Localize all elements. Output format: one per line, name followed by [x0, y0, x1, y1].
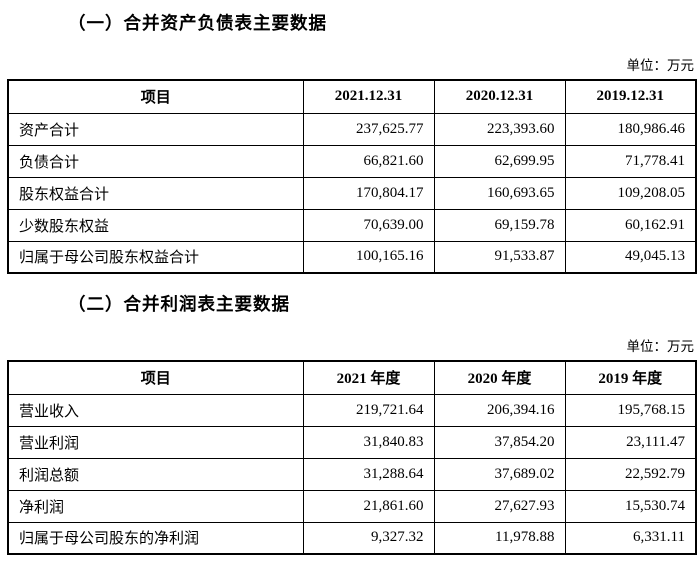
cell-value: 195,768.15 [564, 393, 697, 427]
column-header-2021: 2021 年度 [302, 360, 435, 395]
column-header-2021: 2021.12.31 [302, 79, 435, 114]
unit-label-balance-sheet: 单位：万元 [626, 58, 695, 73]
table-header-row: 项目 2021 年度 2020 年度 2019 年度 [7, 360, 697, 395]
column-header-item: 项目 [7, 360, 304, 395]
cell-value: 219,721.64 [302, 393, 435, 427]
cell-value: 31,288.64 [302, 457, 435, 491]
row-label: 营业利润 [7, 425, 304, 459]
cell-value: 23,111.47 [564, 425, 697, 459]
row-label: 归属于母公司股东权益合计 [7, 240, 304, 274]
cell-value: 180,986.46 [564, 112, 697, 146]
section-title-income-statement: （二）合并利润表主要数据 [68, 294, 290, 314]
cell-value: 22,592.79 [564, 457, 697, 491]
table-row-operating-revenue: 营业收入 219,721.64 206,394.16 195,768.15 [7, 393, 697, 427]
cell-value: 27,627.93 [433, 489, 566, 523]
table-row-net-profit: 净利润 21,861.60 27,627.93 15,530.74 [7, 489, 697, 523]
table-row-total-equity: 股东权益合计 170,804.17 160,693.65 109,208.05 [7, 176, 697, 210]
table-row-parent-net-profit: 归属于母公司股东的净利润 9,327.32 11,978.88 6,331.11 [7, 521, 697, 555]
column-header-2020: 2020 年度 [433, 360, 566, 395]
cell-value: 206,394.16 [433, 393, 566, 427]
cell-value: 91,533.87 [433, 240, 566, 274]
row-label: 资产合计 [7, 112, 304, 146]
row-label: 少数股东权益 [7, 208, 304, 242]
table-row-minority-interest: 少数股东权益 70,639.00 69,159.78 60,162.91 [7, 208, 697, 242]
table-row-parent-equity: 归属于母公司股东权益合计 100,165.16 91,533.87 49,045… [7, 240, 697, 274]
row-label: 归属于母公司股东的净利润 [7, 521, 304, 555]
column-header-2019: 2019 年度 [564, 360, 697, 395]
cell-value: 6,331.11 [564, 521, 697, 555]
row-label: 净利润 [7, 489, 304, 523]
cell-value: 71,778.41 [564, 144, 697, 178]
cell-value: 66,821.60 [302, 144, 435, 178]
column-header-2020: 2020.12.31 [433, 79, 566, 114]
table-row-total-profit: 利润总额 31,288.64 37,689.02 22,592.79 [7, 457, 697, 491]
cell-value: 223,393.60 [433, 112, 566, 146]
row-label: 利润总额 [7, 457, 304, 491]
cell-value: 160,693.65 [433, 176, 566, 210]
cell-value: 15,530.74 [564, 489, 697, 523]
cell-value: 70,639.00 [302, 208, 435, 242]
cell-value: 60,162.91 [564, 208, 697, 242]
cell-value: 37,854.20 [433, 425, 566, 459]
column-header-item: 项目 [7, 79, 304, 114]
row-label: 负债合计 [7, 144, 304, 178]
table-header-row: 项目 2021.12.31 2020.12.31 2019.12.31 [7, 79, 697, 114]
table-row-total-liabilities: 负债合计 66,821.60 62,699.95 71,778.41 [7, 144, 697, 178]
cell-value: 21,861.60 [302, 489, 435, 523]
row-label: 股东权益合计 [7, 176, 304, 210]
unit-label-income-statement: 单位：万元 [626, 339, 695, 354]
cell-value: 109,208.05 [564, 176, 697, 210]
cell-value: 37,689.02 [433, 457, 566, 491]
cell-value: 237,625.77 [302, 112, 435, 146]
cell-value: 31,840.83 [302, 425, 435, 459]
income-statement-table: 项目 2021 年度 2020 年度 2019 年度 营业收入 219,721.… [7, 360, 697, 555]
column-header-2019: 2019.12.31 [564, 79, 697, 114]
balance-sheet-table: 项目 2021.12.31 2020.12.31 2019.12.31 资产合计… [7, 79, 697, 274]
section-title-balance-sheet: （一）合并资产负债表主要数据 [68, 13, 327, 33]
cell-value: 69,159.78 [433, 208, 566, 242]
cell-value: 49,045.13 [564, 240, 697, 274]
cell-value: 11,978.88 [433, 521, 566, 555]
cell-value: 62,699.95 [433, 144, 566, 178]
cell-value: 9,327.32 [302, 521, 435, 555]
cell-value: 100,165.16 [302, 240, 435, 274]
table-row-total-assets: 资产合计 237,625.77 223,393.60 180,986.46 [7, 112, 697, 146]
cell-value: 170,804.17 [302, 176, 435, 210]
table-row-operating-profit: 营业利润 31,840.83 37,854.20 23,111.47 [7, 425, 697, 459]
row-label: 营业收入 [7, 393, 304, 427]
